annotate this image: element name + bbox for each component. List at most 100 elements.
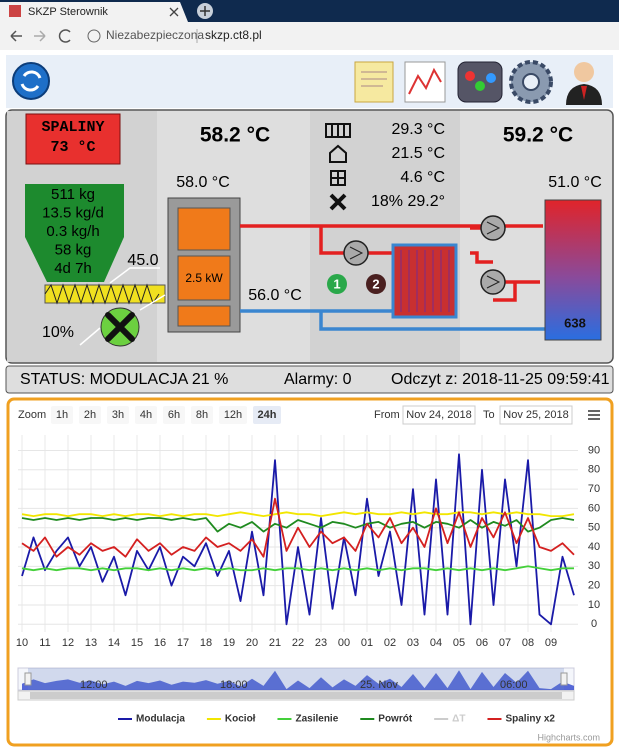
x-tick-label: 06 [476, 637, 488, 649]
boiler-chamber [177, 255, 231, 301]
x-tick-label: 22 [292, 637, 304, 649]
user-icon[interactable] [574, 62, 594, 82]
heating-reading: 18% 29.2° [371, 193, 445, 210]
zoom-button-label[interactable]: 3h [112, 409, 124, 421]
to-value[interactable]: Nov 25, 2018 [503, 409, 568, 421]
tab[interactable] [0, 2, 188, 22]
flue-temp: 73 °C [50, 139, 95, 156]
legend-label[interactable]: Spaliny x2 [505, 714, 555, 725]
zoom-button[interactable] [107, 406, 129, 424]
zoom-button-label[interactable]: 12h [224, 409, 242, 421]
new-tab-plus [200, 6, 210, 16]
to-input[interactable] [499, 405, 573, 425]
legend-label[interactable]: Kocioł [225, 714, 256, 725]
pump [343, 240, 369, 266]
circuit-number: 2 [372, 276, 379, 291]
x-tick-label: 20 [246, 637, 258, 649]
navigator-handle[interactable] [560, 672, 568, 686]
zoom-button[interactable] [219, 406, 247, 424]
x-tick-label: 00 [338, 637, 350, 649]
zoom-button-label[interactable]: 2h [84, 409, 96, 421]
chart-icon[interactable] [404, 61, 446, 103]
fan-speed: 10% [42, 324, 74, 341]
x-tick-label: 19 [223, 637, 235, 649]
fan-leader [79, 294, 166, 346]
y-tick-label: 40 [588, 541, 600, 553]
series-line [21, 511, 575, 517]
x-tick-label: 11 [39, 637, 50, 649]
x-tick-label: 17 [177, 637, 189, 649]
gear-hub [522, 73, 540, 91]
y-tick-label: 80 [588, 464, 600, 476]
heating-readings: 29.3 °C 21.5 °C 4.6 °C 18% 29.2° [371, 121, 445, 210]
from-value[interactable]: Nov 24, 2018 [406, 409, 471, 421]
y-tick-label: 0 [591, 618, 597, 630]
legend-label[interactable]: Modulacja [136, 714, 185, 725]
x-tick-label: 05 [453, 637, 465, 649]
navigator-handle[interactable] [24, 672, 32, 686]
feeder-leader [109, 267, 160, 284]
legend-label[interactable]: ΔT [452, 714, 465, 725]
reload-button[interactable] [58, 29, 71, 43]
zoom-button[interactable] [253, 406, 281, 424]
legend-label[interactable]: Powrót [378, 714, 413, 725]
zoom-button-label[interactable]: 6h [168, 409, 180, 421]
zoom-label: Zoom [18, 409, 46, 421]
feeder-temp: 45.0 [127, 252, 158, 269]
flue-box [25, 113, 121, 165]
scrollbar-thumb[interactable] [30, 692, 562, 699]
navigator-label: 18:00 [220, 679, 248, 691]
refresh-icon[interactable] [12, 62, 50, 100]
zoom-button[interactable] [79, 406, 101, 424]
pump-arrow [349, 246, 364, 260]
forward-button[interactable] [34, 30, 46, 42]
zoom-button-label[interactable]: 24h [258, 409, 277, 421]
zoom-button[interactable] [51, 406, 73, 424]
zoom-button-label[interactable]: 8h [196, 409, 208, 421]
fuel-reading: 511 kg [51, 186, 95, 203]
pump-arrow [486, 221, 501, 235]
zoom-button[interactable] [163, 406, 185, 424]
credits[interactable]: Highcharts.com [537, 732, 600, 742]
y-tick-label: 20 [588, 580, 600, 592]
back-button[interactable] [10, 30, 22, 42]
return-pipe [240, 309, 545, 331]
boiler-chamber [177, 305, 231, 327]
heating-reading: 21.5 °C [391, 145, 445, 162]
from-input[interactable] [402, 405, 476, 425]
boiler-chamber [177, 207, 231, 251]
x-tick-label: 18 [200, 637, 212, 649]
status-reading: Odczyt z: 2018-11-25 09:59:41 [391, 371, 610, 388]
url[interactable]: skzp.ct8.pl [205, 28, 262, 42]
panel-column [310, 111, 460, 362]
navigator-label: 25. Nov [360, 679, 398, 691]
zoom-button[interactable] [191, 406, 213, 424]
zoom-button-label[interactable]: 1h [56, 409, 68, 421]
favicon [9, 5, 21, 17]
fan-icon [329, 193, 347, 211]
fuel-reading: 58 kg [55, 241, 92, 258]
x-tick-label: 09 [545, 637, 557, 649]
boiler-power: 2.5 kW [185, 271, 223, 285]
window-cross [331, 171, 345, 185]
zoom-button-label[interactable]: 4h [140, 409, 152, 421]
pump [480, 215, 506, 241]
info-icon[interactable] [87, 29, 101, 43]
circuit-badge [327, 274, 347, 294]
notes-icon[interactable] [354, 61, 394, 103]
radiator-fins [331, 124, 345, 137]
chart-icon-line [408, 67, 442, 95]
menu-button[interactable] [588, 410, 600, 420]
tab-close[interactable] [169, 7, 179, 17]
x-tick-label: 12 [62, 637, 74, 649]
navigator-label: 06:00 [500, 679, 528, 691]
zoom-button[interactable] [135, 406, 157, 424]
y-tick-label: 90 [588, 444, 600, 456]
knob [486, 73, 496, 83]
flue-label: SPALINY [41, 119, 104, 136]
x-tick-label: 14 [108, 637, 120, 649]
x-tick-label: 02 [384, 637, 396, 649]
fuel-reading: 0.3 kg/h [46, 223, 99, 240]
legend-label[interactable]: Zasilenie [295, 714, 338, 725]
